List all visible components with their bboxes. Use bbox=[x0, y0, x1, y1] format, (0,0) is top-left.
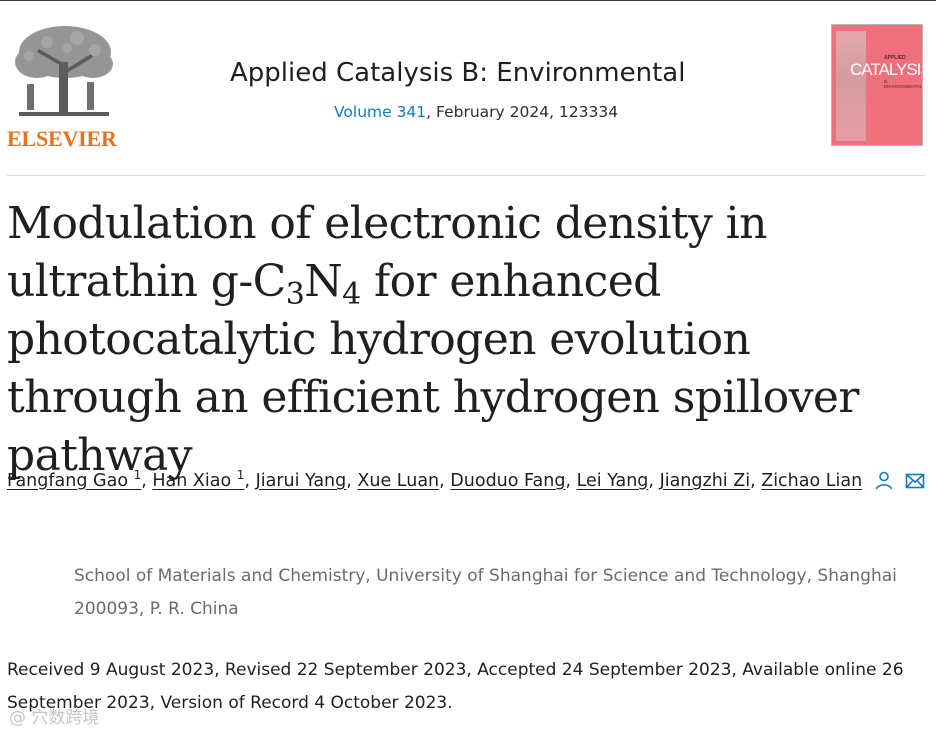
header-divider bbox=[7, 175, 925, 176]
journal-issue: Volume 341, February 2024, 123334 bbox=[334, 103, 618, 121]
title-text-3: for enhanced photocatalytic hydrogen evo… bbox=[7, 256, 859, 481]
cover-word: CATALYSIS bbox=[850, 60, 923, 79]
top-rule bbox=[0, 0, 936, 1]
article-title: Modulation of electronic density in ultr… bbox=[7, 195, 932, 485]
author-link[interactable]: Jiarui Yang bbox=[255, 470, 347, 491]
envelope-icon[interactable] bbox=[905, 468, 925, 503]
publisher-logo[interactable]: ELSEVIER bbox=[7, 22, 119, 151]
author-link[interactable]: Xue Luan bbox=[357, 470, 440, 491]
watermark: @ 穴数跨境 bbox=[9, 708, 100, 728]
cover-kicker: APPLIED bbox=[884, 55, 906, 61]
elsevier-tree-icon bbox=[7, 22, 119, 122]
author-link[interactable]: Duoduo Fang bbox=[450, 470, 566, 491]
author-link[interactable]: Han Xiao 1 bbox=[152, 468, 245, 491]
affiliation: School of Materials and Chemistry, Unive… bbox=[74, 566, 897, 619]
cover-graphic bbox=[836, 31, 866, 141]
issue-details: , February 2024, 123334 bbox=[426, 103, 619, 121]
author-list: Fangfang Gao 1, Han Xiao 1, Jiarui Yang,… bbox=[7, 458, 932, 503]
title-text-2: N bbox=[304, 256, 343, 307]
author-link[interactable]: Fangfang Gao 1 bbox=[7, 468, 142, 491]
title-subscript-2: 4 bbox=[342, 277, 361, 312]
title-text-1: Modulation of electronic density in ultr… bbox=[7, 198, 767, 307]
publisher-name: ELSEVIER bbox=[7, 126, 117, 151]
volume-link[interactable]: Volume 341 bbox=[334, 103, 427, 121]
author-link[interactable]: Zichao Lian bbox=[761, 470, 863, 491]
journal-title[interactable]: Applied Catalysis B: Environmental bbox=[230, 58, 686, 88]
author-link[interactable]: Jiangzhi Zi bbox=[659, 470, 751, 491]
journal-cover[interactable]: APPLIED CATALYSIS B: ENVIRONMENTAL bbox=[831, 24, 923, 146]
author-link[interactable]: Lei Yang bbox=[576, 470, 649, 491]
person-icon[interactable] bbox=[874, 468, 894, 503]
title-subscript-1: 3 bbox=[285, 277, 305, 312]
cover-sub: B: ENVIRONMENTAL bbox=[884, 79, 923, 89]
publication-history: Received 9 August 2023, Revised 22 Septe… bbox=[7, 660, 904, 713]
